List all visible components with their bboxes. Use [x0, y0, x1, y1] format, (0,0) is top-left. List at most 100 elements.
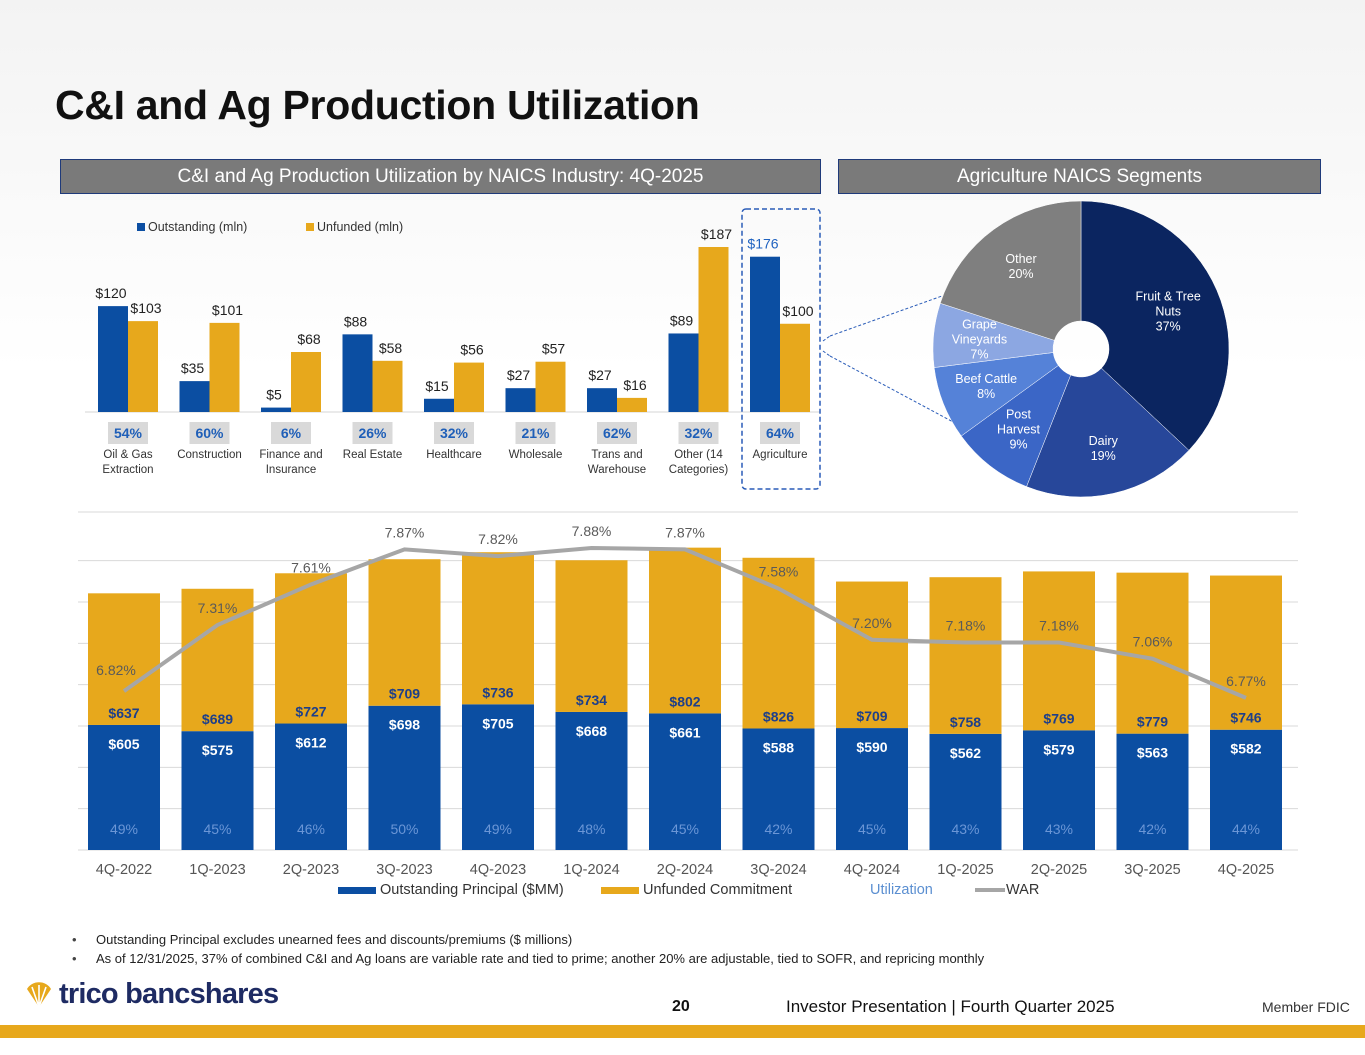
war-label: 7.31% [198, 600, 238, 616]
outstanding-value-label: $590 [856, 739, 887, 755]
unfunded-bar [291, 352, 321, 412]
pie-slice [1026, 367, 1190, 498]
unfunded-bar [454, 362, 484, 412]
utilization-label: 64% [766, 425, 795, 441]
unfunded-value-label: $103 [130, 300, 161, 316]
unfunded-bar [780, 323, 810, 412]
outstanding-principal-bar [275, 723, 347, 850]
pie-slice-label: Post [1006, 408, 1032, 422]
pie-slice-label: 7% [970, 347, 988, 361]
pie-slice [1080, 200, 1230, 451]
unfunded-value-label: $758 [950, 714, 981, 730]
war-label: 6.82% [96, 662, 136, 678]
outstanding-principal-bar [181, 731, 254, 850]
unfunded-bar [698, 247, 729, 412]
unfunded-value-label: $826 [763, 708, 794, 724]
pie-slice-label: 8% [977, 387, 995, 401]
utilization-label: 48% [577, 821, 605, 837]
unfunded-bar [372, 360, 403, 412]
outstanding-value-label: $27 [507, 367, 531, 383]
pie-slice-label: Dairy [1089, 434, 1119, 448]
outstanding-value-label: $35 [181, 360, 205, 376]
outstanding-principal-bar [555, 711, 628, 850]
outstanding-bar [424, 398, 454, 412]
utilization-label: 45% [858, 821, 886, 837]
connector-line [822, 350, 830, 357]
outstanding-value-label: $89 [670, 312, 694, 328]
legend-unfunded-swatch [601, 887, 639, 894]
war-label: 6.77% [1226, 673, 1266, 689]
unfunded-value-label: $101 [212, 302, 243, 318]
category-label: Oil & Gas [103, 449, 152, 461]
utilization-label: 32% [440, 425, 469, 441]
outstanding-value-label: $176 [747, 236, 778, 252]
pie-slice-label: 19% [1091, 449, 1116, 463]
outstanding-value-label: $562 [950, 745, 981, 761]
sun-fan-icon [27, 981, 51, 1007]
agriculture-highlight-box [741, 208, 821, 490]
outstanding-value-label: $88 [344, 313, 368, 329]
utilization-label: 46% [297, 821, 325, 837]
utilization-label: 26% [358, 425, 387, 441]
member-fdic: Member FDIC [1262, 999, 1350, 1015]
outstanding-bar [179, 381, 210, 412]
quarter-label: 3Q-2023 [376, 862, 432, 878]
utilization-box [597, 422, 637, 444]
legend-outstanding: Outstanding (mln) [148, 220, 247, 234]
utilization-box [760, 422, 800, 444]
legend-outstanding-swatch [137, 223, 145, 231]
unfunded-value-label: $734 [576, 692, 607, 708]
war-label: 7.88% [572, 523, 612, 539]
quarter-label: 2Q-2025 [1031, 862, 1087, 878]
war-label: 7.18% [946, 618, 986, 634]
unfunded-commitment-bar [1210, 575, 1282, 730]
utilization-box [352, 422, 393, 444]
unfunded-commitment-bar [1023, 571, 1095, 731]
outstanding-bar [342, 334, 373, 412]
unfunded-value-label: $709 [856, 708, 887, 724]
utilization-box [189, 422, 230, 444]
unfunded-value-label: $58 [379, 340, 403, 356]
pie-slice-label: Other [1005, 252, 1036, 266]
category-label: Insurance [266, 464, 317, 476]
connector-line [829, 355, 971, 432]
quarter-label: 4Q-2023 [470, 862, 526, 878]
unfunded-value-label: $637 [108, 705, 139, 721]
unfunded-commitment-bar [462, 552, 534, 705]
utilization-box [108, 422, 148, 444]
outstanding-principal-bar [88, 724, 160, 850]
quarter-label: 1Q-2025 [937, 862, 993, 878]
pie-slice-label: 9% [1009, 438, 1027, 452]
outstanding-value-label: $668 [576, 723, 607, 739]
outstanding-principal-bar [836, 728, 908, 850]
unfunded-commitment-bar [649, 547, 721, 714]
connector-line [822, 335, 830, 342]
outstanding-value-label: $120 [95, 285, 126, 301]
outstanding-bar [750, 256, 780, 412]
quarter-label: 2Q-2023 [283, 862, 339, 878]
category-label: Agriculture [753, 449, 808, 461]
war-label: 7.06% [1133, 634, 1173, 650]
utilization-box [515, 422, 556, 444]
category-label: Other (14 [674, 449, 723, 461]
utilization-label: 6% [281, 425, 302, 441]
war-line [122, 545, 1247, 700]
utilization-label: 42% [1138, 821, 1166, 837]
utilization-label: 49% [110, 821, 138, 837]
company-logo: trico bancshares [24, 978, 279, 1011]
pie-slice-label: Vineyards [952, 332, 1007, 346]
unfunded-commitment-bar [742, 557, 815, 729]
utilization-label: 50% [390, 821, 418, 837]
category-label: Extraction [102, 464, 153, 476]
unfunded-value-label: $68 [297, 331, 321, 347]
outstanding-value-label: $661 [669, 724, 700, 740]
unfunded-value-label: $57 [542, 341, 566, 357]
unfunded-value-label: $769 [1043, 710, 1074, 726]
outstanding-principal-bar [929, 733, 1002, 850]
war-label: 7.20% [852, 615, 892, 631]
outstanding-principal-bar [742, 728, 815, 850]
outstanding-value-label: $563 [1137, 745, 1168, 761]
unfunded-value-label: $689 [202, 711, 233, 727]
utilization-label: 44% [1232, 821, 1260, 837]
